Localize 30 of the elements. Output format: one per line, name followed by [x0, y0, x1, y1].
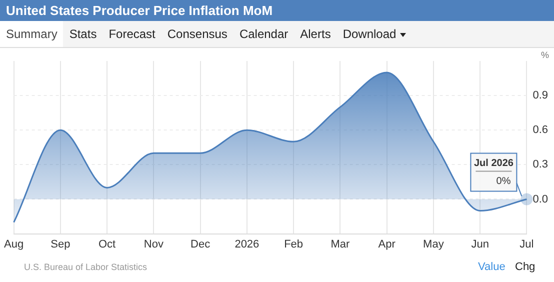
text: Calendar: [238, 26, 290, 43]
x-tick-label: Mar: [330, 238, 350, 250]
annotation: Jul 2026: [474, 158, 514, 170]
text: Consensus: [166, 26, 228, 43]
annotation: 0%: [496, 176, 511, 188]
y-tick-label: 0.9: [532, 90, 548, 102]
x-tick-label: Nov: [144, 238, 164, 250]
y-tick-label: 0.0: [532, 193, 548, 206]
x-tick-label: Feb: [284, 238, 304, 250]
text: Chg: [515, 261, 536, 273]
text: Summary: [0, 21, 64, 47]
text: Stats: [68, 26, 98, 43]
x-tick-label: Dec: [190, 238, 211, 250]
x-tick-label: Oct: [98, 238, 116, 250]
chart-title: United States Producer Price Inflation MoM: [0, 0, 554, 21]
x-tick-label: Jun: [471, 238, 489, 250]
x-tick-label: May: [423, 238, 444, 250]
x-tick-label: Sep: [50, 238, 70, 250]
x-tick-label: Aug: [4, 238, 24, 250]
text: Forecast: [108, 26, 156, 43]
text: U.S. Bureau of Labor Statistics: [24, 262, 148, 272]
x-tick-label: Jul: [520, 238, 534, 250]
x-tick-label: Apr: [378, 238, 396, 250]
y-tick-label: 0.6: [532, 124, 548, 136]
y-tick-label: 0.3: [532, 158, 548, 171]
x-tick-label: 2026: [234, 238, 260, 250]
text: Download: [342, 26, 398, 43]
y-axis-title: %: [541, 50, 550, 60]
text: Value: [478, 261, 506, 273]
text: Alerts: [299, 26, 332, 43]
